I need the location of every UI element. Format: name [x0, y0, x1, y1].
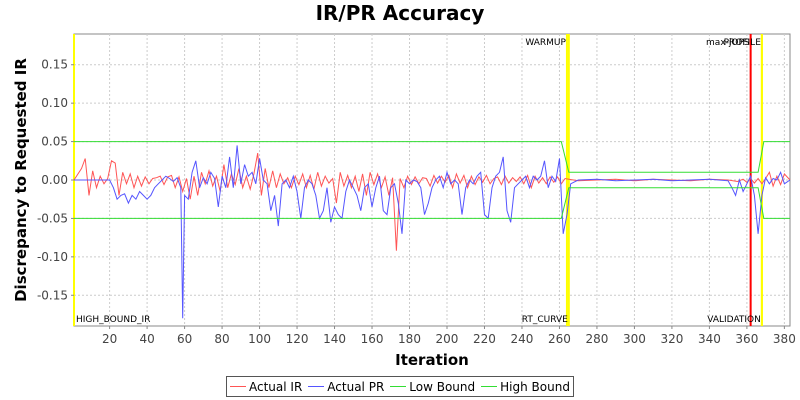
legend-item: Actual PR [308, 380, 384, 394]
x-tick-label: 300 [623, 332, 646, 346]
x-tick-label: 100 [248, 332, 271, 346]
series-line-actual-ir [73, 153, 791, 251]
y-tick-label: -0.15 [37, 288, 68, 302]
y-tick-label: 0.15 [41, 58, 68, 72]
y-axis-label: Discrepancy to Requested IR [12, 58, 30, 302]
marker-label: max-jOPS [706, 38, 750, 48]
marker-label: HIGH_BOUND_IR [76, 315, 150, 325]
legend-label: Actual PR [327, 379, 385, 394]
legend-swatch [230, 386, 246, 387]
x-tick-label: 180 [398, 332, 421, 346]
legend-swatch [308, 386, 325, 387]
y-tick-label: -0.10 [37, 250, 68, 264]
x-tick-label: 380 [773, 332, 796, 346]
marker-label: VALIDATION [707, 315, 761, 325]
legend-label: High Bound [500, 379, 570, 394]
x-tick-label: 320 [660, 332, 683, 346]
y-tick-label: -0.05 [37, 211, 68, 225]
series-line-actual-pr [74, 145, 791, 319]
legend-swatch [390, 386, 407, 387]
legend-label: Low Bound [409, 379, 476, 394]
legend-swatch [481, 386, 498, 387]
series-layer [73, 141, 791, 319]
x-tick-label: 120 [286, 332, 309, 346]
x-tick-label: 240 [511, 332, 534, 346]
marker-label: RT_CURVE [522, 315, 568, 325]
chart-title: IR/PR Accuracy [315, 1, 485, 25]
series-line-low-bound [74, 187, 790, 219]
legend: Actual IR Actual PR Low Bound High Bound [226, 376, 574, 397]
x-tick-label: 360 [735, 332, 758, 346]
legend-label: Actual IR [249, 379, 303, 394]
y-tick-label: 0.00 [41, 173, 68, 187]
legend-item: Actual IR [230, 380, 302, 394]
legend-item: Low Bound [390, 380, 475, 394]
x-tick-label: 80 [214, 332, 229, 346]
x-axis-label: Iteration [395, 351, 469, 369]
x-tick-label: 60 [177, 332, 192, 346]
x-tick-label: 260 [548, 332, 571, 346]
series-line-high-bound [74, 141, 790, 173]
x-tick-label: 200 [436, 332, 459, 346]
y-tick-label: 0.05 [41, 135, 68, 149]
x-tick-label: 280 [585, 332, 608, 346]
x-tick-label: 160 [361, 332, 384, 346]
marker-label: PROFILE [724, 38, 762, 48]
x-tick-label: 20 [102, 332, 117, 346]
x-tick-label: 140 [323, 332, 346, 346]
x-tick-label: 340 [698, 332, 721, 346]
marker-label: WARMUP [525, 38, 566, 48]
x-tick-label: 220 [473, 332, 496, 346]
legend-item: High Bound [481, 380, 570, 394]
x-tick-label: 40 [139, 332, 154, 346]
y-tick-label: 0.10 [41, 96, 68, 110]
axis-layer: 20 40 60 80 100 120 140 160 180 200 220 240 260 280 30… [37, 58, 796, 346]
